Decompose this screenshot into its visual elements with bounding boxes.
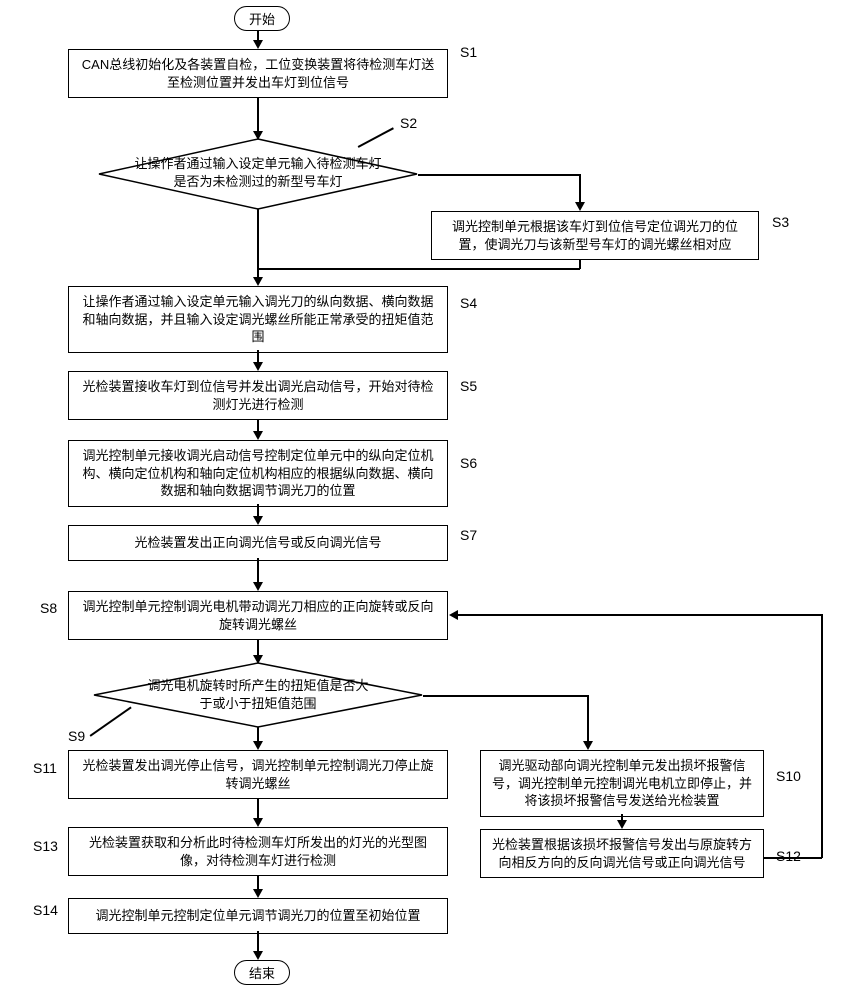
start-terminator: 开始 (234, 6, 290, 31)
arrow (579, 174, 581, 204)
step-s14: 调光控制单元控制定位单元调节调光刀的位置至初始位置 (68, 898, 448, 934)
s8-text: 调光控制单元控制调光电机带动调光刀相应的正向旋转或反向旋转调光螺丝 (82, 599, 433, 632)
arrow-head (253, 362, 263, 371)
label-s1: S1 (460, 44, 477, 60)
arrow (257, 798, 259, 820)
s12-text: 光检装置根据该损坏报警信号发出与原旋转方向相反方向的反向调光信号或正向调光信号 (492, 837, 752, 870)
s11-text: 光检装置发出调光停止信号，调光控制单元控制调光刀停止旋转调光螺丝 (82, 758, 433, 791)
arrow (458, 614, 822, 616)
arrow (764, 857, 822, 859)
step-s6: 调光控制单元接收调光启动信号控制定位单元中的纵向定位机构、横向定位机构和轴向定位… (68, 440, 448, 507)
label-s7: S7 (460, 527, 477, 543)
label-s5: S5 (460, 378, 477, 394)
s5-text: 光检装置接收车灯到位信号并发出调光启动信号，开始对待检测灯光进行检测 (82, 379, 433, 412)
arrow-head (253, 431, 263, 440)
label-s6: S6 (460, 455, 477, 471)
end-terminator: 结束 (234, 960, 290, 985)
step-s1: CAN总线初始化及各装置自检，工位变换装置将待检测车灯送至检测位置并发出车灯到位… (68, 49, 448, 98)
step-s13: 光检装置获取和分析此时待检测车灯所发出的灯光的光型图像，对待检测车灯进行检测 (68, 827, 448, 876)
s1-text: CAN总线初始化及各装置自检，工位变换装置将待检测车灯送至检测位置并发出车灯到位… (82, 57, 434, 90)
arrow-head (253, 277, 263, 286)
s9-text: 调光电机旋转时所产生的扭矩值是否大于或小于扭矩值范围 (142, 677, 374, 712)
arrow-head (575, 202, 585, 211)
s10-text: 调光驱动部向调光控制单元发出损坏报警信号，调光控制单元控制调光电机立即停止，并将… (492, 758, 752, 808)
arrow-head (253, 582, 263, 591)
label-s11: S11 (33, 760, 57, 776)
label-s4: S4 (460, 295, 477, 311)
end-text: 结束 (249, 966, 275, 981)
label-s14: S14 (33, 902, 58, 918)
arrow-head (253, 951, 263, 960)
arrow (257, 268, 580, 270)
step-s10: 调光驱动部向调光控制单元发出损坏报警信号，调光控制单元控制调光电机立即停止，并将… (480, 750, 764, 817)
step-s4: 让操作者通过输入设定单元输入调光刀的纵向数据、横向数据和轴向数据，并且输入设定调… (68, 286, 448, 353)
step-s5: 光检装置接收车灯到位信号并发出调光启动信号，开始对待检测灯光进行检测 (68, 371, 448, 420)
arrow-head (253, 516, 263, 525)
arrow-head (583, 741, 593, 750)
arrow-head (253, 40, 263, 49)
start-text: 开始 (249, 12, 275, 27)
s14-text: 调光控制单元控制定位单元调节调光刀的位置至初始位置 (95, 908, 420, 923)
step-s7: 光检装置发出正向调光信号或反向调光信号 (68, 525, 448, 561)
arrow-head (617, 820, 627, 829)
label-s10: S10 (776, 768, 801, 784)
label-s13: S13 (33, 838, 58, 854)
label-s2: S2 (400, 115, 417, 131)
s4-text: 让操作者通过输入设定单元输入调光刀的纵向数据、横向数据和轴向数据，并且输入设定调… (82, 294, 433, 344)
arrow (257, 558, 259, 584)
arrow-head (253, 741, 263, 750)
arrow-head (449, 610, 458, 620)
arrow (257, 931, 259, 953)
arrow (587, 695, 589, 743)
step-s3: 调光控制单元根据该车灯到位信号定位调光刀的位置，使调光刀与该新型号车灯的调光螺丝… (431, 211, 759, 260)
arrow (418, 174, 580, 176)
arrow (423, 695, 588, 697)
s7-text: 光检装置发出正向调光信号或反向调光信号 (134, 535, 381, 550)
arrow (821, 614, 823, 858)
arrow-head (253, 889, 263, 898)
arrow (257, 97, 259, 133)
s3-text: 调光控制单元根据该车灯到位信号定位调光刀的位置，使调光刀与该新型号车灯的调光螺丝… (452, 219, 738, 252)
step-s12: 光检装置根据该损坏报警信号发出与原旋转方向相反方向的反向调光信号或正向调光信号 (480, 829, 764, 878)
label-s12: S12 (776, 848, 801, 864)
s6-text: 调光控制单元接收调光启动信号控制定位单元中的纵向定位机构、横向定位机构和轴向定位… (82, 448, 433, 498)
s13-text: 光检装置获取和分析此时待检测车灯所发出的灯光的光型图像，对待检测车灯进行检测 (89, 835, 427, 868)
step-s11: 光检装置发出调光停止信号，调光控制单元控制调光刀停止旋转调光螺丝 (68, 750, 448, 799)
label-s3: S3 (772, 214, 789, 230)
label-s8: S8 (40, 600, 57, 616)
s2-text: 让操作者通过输入设定单元输入待检测车灯是否为未检测过的新型号车灯 (130, 155, 386, 190)
arrow-head (253, 818, 263, 827)
step-s8: 调光控制单元控制调光电机带动调光刀相应的正向旋转或反向旋转调光螺丝 (68, 591, 448, 640)
label-s9: S9 (68, 728, 85, 744)
